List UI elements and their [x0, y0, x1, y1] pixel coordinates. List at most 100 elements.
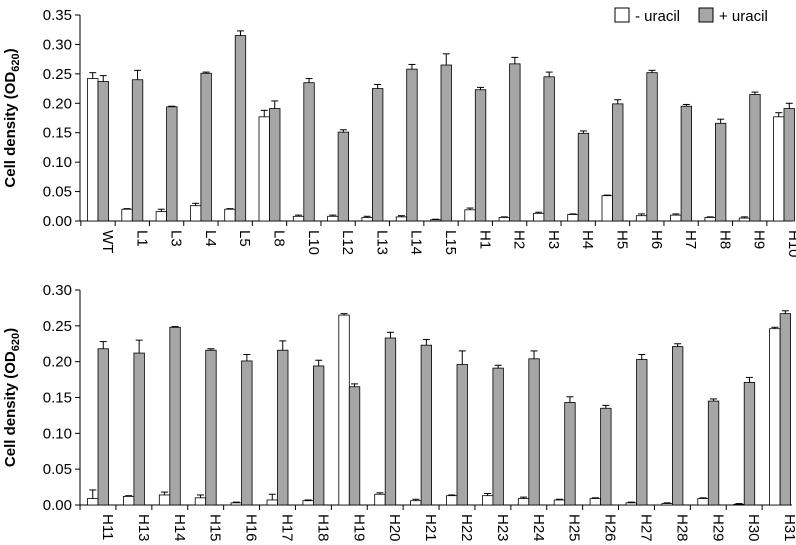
bar-plus-uracil-L8 — [269, 108, 281, 222]
bar-minus-uracil-H25 — [553, 499, 566, 506]
x-tick-label: H24 — [530, 514, 547, 542]
x-tick-label: H18 — [314, 514, 331, 542]
x-tick-label: L14 — [408, 230, 425, 255]
bar-minus-uracil-H29 — [697, 498, 709, 506]
x-tick-label: H1 — [476, 230, 493, 249]
x-tick-label: H3 — [545, 230, 562, 249]
x-tick-label: H6 — [648, 230, 665, 249]
bar-minus-uracil-WT — [87, 78, 99, 222]
bar-plus-uracil-H9 — [749, 94, 761, 222]
bar-plus-uracil-L5 — [234, 35, 247, 222]
y-axis-title: Cell density (OD620) — [2, 328, 22, 467]
bar-plus-uracil-L1 — [131, 79, 144, 222]
y-tick-label: 0.35 — [43, 7, 72, 24]
bar-plus-uracil-H2 — [509, 63, 521, 222]
x-tick-label: L13 — [373, 230, 390, 255]
x-tick-label: L10 — [305, 230, 322, 255]
y-tick-label: 0.05 — [43, 461, 72, 478]
bar-plus-uracil-H23 — [492, 367, 504, 506]
x-tick-label: L8 — [271, 230, 288, 247]
bar-plus-uracil-H22 — [456, 364, 468, 506]
bar-minus-uracil-H31 — [769, 328, 781, 506]
x-tick-label: H28 — [673, 514, 690, 542]
bar-minus-uracil-H21 — [410, 500, 422, 506]
x-tick-label: H7 — [682, 230, 699, 249]
x-tick-label: H11 — [99, 514, 116, 540]
x-tick-label: H19 — [350, 514, 367, 542]
chart-panel-1: 0.00 0.05 0.10 0.15 0.20 0.25 0.30 0.35 Cell den… — [2, 7, 796, 258]
y-tick-label: 0.15 — [43, 390, 72, 407]
y-tick-label: 0.05 — [43, 184, 72, 201]
bar-plus-uracil-H11 — [97, 348, 109, 506]
y-tick-label: 0.20 — [43, 354, 72, 371]
x-tick-label: H5 — [614, 230, 631, 249]
bar-plus-uracil-H14 — [169, 326, 181, 506]
bar-minus-uracil-H17 — [266, 499, 278, 506]
bar-plus-uracil-H26 — [600, 407, 612, 506]
bar-minus-uracil-L4 — [189, 205, 202, 222]
bar-plus-uracil-H15 — [205, 349, 217, 506]
bar-plus-uracil-H30 — [743, 382, 756, 506]
x-tick-label: H10 — [785, 230, 796, 258]
y-axis-title-close: ) — [2, 48, 19, 53]
bar-plus-uracil-H13 — [133, 352, 145, 506]
bar-minus-uracil-L13 — [361, 217, 373, 222]
x-tick-label: L1 — [133, 230, 150, 247]
bar-plus-uracil-H5 — [612, 103, 624, 222]
chart-panel-2: 0.00 0.05 0.10 0.15 0.20 0.25 0.30 Cell density… — [2, 282, 796, 542]
y-tick-label: 0.25 — [43, 66, 72, 83]
bar-minus-uracil-H19 — [338, 314, 350, 506]
bar-plus-uracil-H10 — [783, 108, 795, 222]
x-tick-label: H15 — [207, 514, 224, 542]
legend-label-plus-uracil: + uracil — [719, 8, 768, 25]
bar-minus-uracil-H3 — [533, 212, 545, 222]
bar-plus-uracil-H17 — [277, 349, 289, 506]
bar-minus-uracil-L14 — [395, 216, 408, 222]
y-axis-title-subscript: 620 — [10, 333, 22, 351]
bar-minus-uracil-H20 — [374, 493, 386, 506]
bar-plus-uracil-H21 — [420, 344, 433, 506]
x-tick-label: WT — [99, 230, 116, 253]
bar-minus-uracil-H1 — [464, 209, 476, 222]
bar-minus-uracil-H6 — [635, 215, 648, 222]
bar-minus-uracil-H15 — [194, 497, 207, 506]
x-tick-label: H22 — [458, 514, 475, 542]
bar-plus-uracil-H1 — [474, 89, 487, 222]
bar-plus-uracil-WT — [97, 81, 109, 222]
bar-plus-uracil-L12 — [337, 131, 350, 222]
bar-minus-uracil-H18 — [302, 500, 314, 506]
bar-minus-uracil-H26 — [589, 498, 601, 506]
bar-minus-uracil-H24 — [517, 498, 530, 506]
bar-minus-uracil-H28 — [661, 503, 673, 506]
y-tick-label: 0.00 — [43, 213, 72, 230]
y-tick-label: 0.30 — [43, 282, 72, 299]
bar-minus-uracil-H13 — [123, 495, 135, 506]
y-tick-label: 0.20 — [43, 95, 72, 112]
x-tick-label: H14 — [171, 514, 188, 542]
y-tick-label: 0.10 — [43, 425, 72, 442]
x-tick-label: H9 — [751, 230, 768, 249]
x-tick-label: H8 — [716, 230, 733, 249]
bar-plus-uracil-L15 — [440, 64, 452, 222]
x-tick-label: H17 — [279, 514, 296, 542]
bar-plus-uracil-H28 — [672, 346, 684, 506]
y-tick-label: 0.10 — [43, 154, 72, 171]
bar-plus-uracil-H27 — [636, 359, 648, 506]
legend-swatch-plus-uracil — [698, 7, 714, 23]
bar-plus-uracil-H18 — [312, 365, 325, 506]
x-tick-label: L4 — [202, 230, 219, 247]
y-axis-title: Cell density (OD620) — [2, 48, 22, 187]
x-tick-label: H31 — [781, 514, 796, 542]
bar-minus-uracil-L3 — [155, 211, 168, 222]
chart-panels: 0.00 0.05 0.10 0.15 0.20 0.25 0.30 0.35 Cell den… — [2, 7, 796, 542]
bar-minus-uracil-L12 — [327, 215, 339, 222]
x-tick-label: H29 — [709, 514, 726, 542]
bar-plus-uracil-H6 — [646, 72, 658, 222]
x-tick-label: H20 — [386, 514, 403, 542]
bar-plus-uracil-H8 — [715, 122, 727, 222]
bar-plus-uracil-H25 — [564, 402, 576, 506]
x-tick-label: H30 — [745, 514, 762, 542]
y-tick-label: 0.30 — [43, 36, 72, 53]
bar-plus-uracil-L3 — [166, 106, 178, 222]
